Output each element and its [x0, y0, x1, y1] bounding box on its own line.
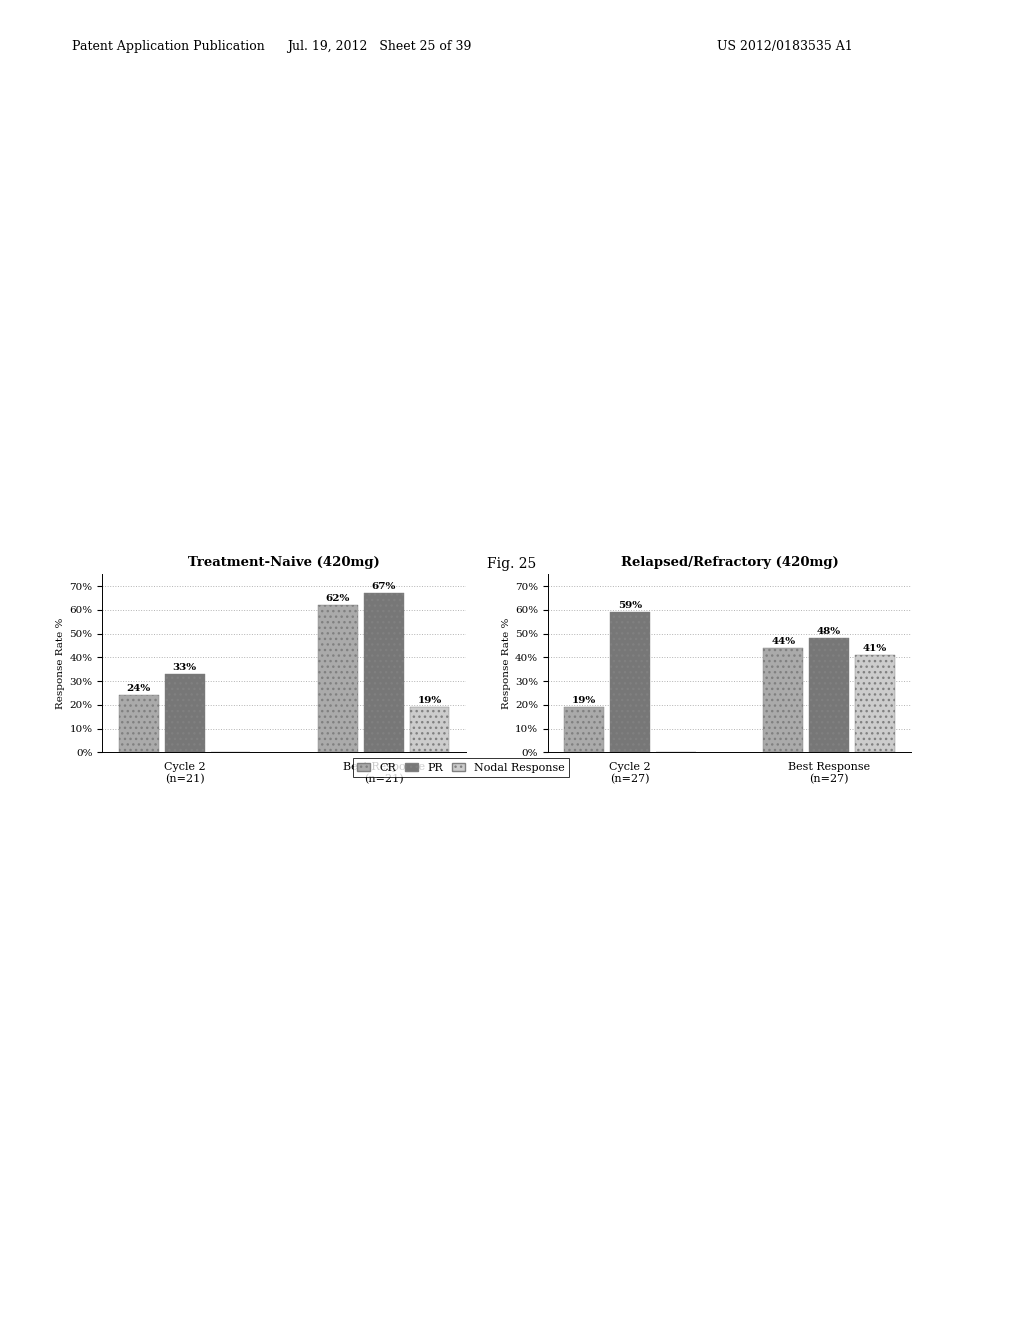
Text: 19%: 19% [418, 697, 441, 705]
Bar [410, 708, 450, 752]
Text: 19%: 19% [572, 697, 596, 705]
Bar [564, 708, 604, 752]
Text: Jul. 19, 2012   Sheet 25 of 39: Jul. 19, 2012 Sheet 25 of 39 [287, 40, 471, 53]
Y-axis label: Response Rate %: Response Rate % [502, 618, 511, 709]
Bar [809, 639, 849, 752]
Text: 62%: 62% [326, 594, 350, 603]
Bar [855, 655, 895, 752]
Bar [764, 648, 803, 752]
Y-axis label: Response Rate %: Response Rate % [56, 618, 66, 709]
Text: 48%: 48% [817, 627, 841, 636]
Text: 59%: 59% [618, 602, 642, 610]
Title: Treatment-Naive (420mg): Treatment-Naive (420mg) [188, 556, 380, 569]
Text: US 2012/0183535 A1: US 2012/0183535 A1 [717, 40, 853, 53]
Bar [119, 696, 159, 752]
Text: 33%: 33% [173, 663, 197, 672]
Title: Relapsed/Refractory (420mg): Relapsed/Refractory (420mg) [621, 556, 839, 569]
Bar [610, 612, 650, 752]
Legend: CR, PR, Nodal Response: CR, PR, Nodal Response [352, 758, 569, 777]
Text: 44%: 44% [771, 638, 796, 645]
Bar [364, 593, 403, 752]
Text: Patent Application Publication: Patent Application Publication [72, 40, 264, 53]
Text: 67%: 67% [372, 582, 396, 591]
Text: Fig. 25: Fig. 25 [487, 557, 537, 572]
Bar [165, 675, 205, 752]
Text: 41%: 41% [863, 644, 887, 653]
Text: 24%: 24% [127, 685, 151, 693]
Bar [318, 605, 357, 752]
